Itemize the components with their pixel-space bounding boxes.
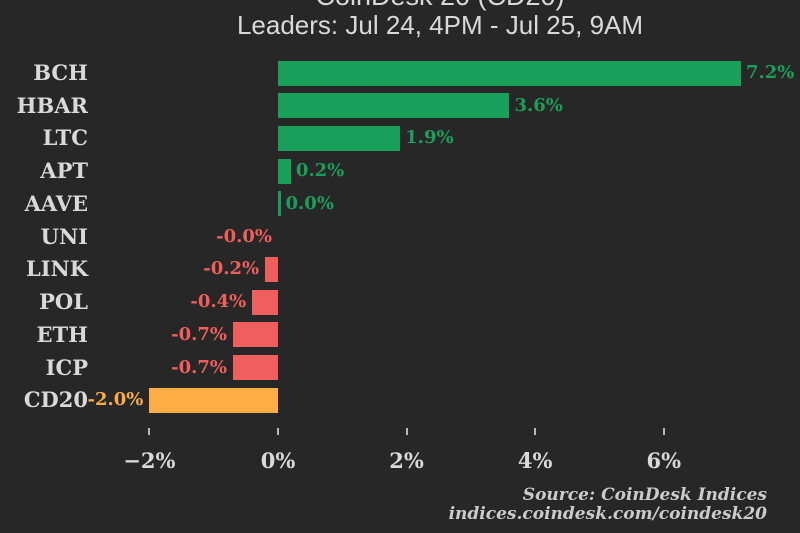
bar-bch	[278, 60, 741, 86]
x-axis-tick-label: 4%	[517, 448, 553, 473]
x-axis-tick-label: 2%	[389, 448, 424, 473]
category-label-aave: AAVE	[24, 190, 88, 216]
category-label-pol: POL	[39, 289, 88, 315]
x-axis-tick-label: 0%	[260, 448, 296, 473]
x-axis-tick	[534, 428, 537, 435]
category-label-uni: UNI	[40, 223, 88, 249]
category-label-cd20: CD20	[23, 387, 88, 413]
value-label-icp: -0.7%	[171, 356, 227, 378]
bar-ltc	[278, 125, 401, 151]
chart-title: CoinDesk 20 (CD20) Leaders: Jul 24, 4PM …	[80, 0, 800, 40]
bar-cd20	[149, 387, 278, 413]
bar-aave	[278, 191, 281, 217]
value-label-aave: 0.0%	[285, 192, 334, 214]
value-label-apt: 0.2%	[295, 160, 345, 182]
x-axis-tick-label: −2%	[123, 448, 176, 473]
source-url: indices.coindesk.com/coindesk20	[448, 504, 767, 524]
value-label-pol: -0.4%	[190, 291, 247, 313]
bar-pol	[252, 289, 278, 315]
x-axis-tick	[148, 428, 151, 435]
x-axis-tick-label: 6%	[646, 448, 682, 473]
x-axis-tick	[405, 428, 408, 435]
source-attribution: Source: CoinDesk Indices indices.coindes…	[449, 486, 767, 524]
category-label-hbar: HBAR	[16, 92, 88, 118]
category-label-link: LINK	[25, 256, 88, 282]
chart-title-line1: CoinDesk 20 (CD20)	[80, 0, 800, 11]
bar-apt	[278, 158, 291, 184]
value-label-bch: 7.2%	[745, 62, 795, 83]
bar-hbar	[278, 93, 510, 119]
bar-icp	[232, 355, 278, 381]
category-label-bch: BCH	[33, 60, 88, 85]
source-line: Source: CoinDesk Indices	[522, 485, 767, 505]
value-label-hbar: 3.6%	[514, 94, 563, 116]
value-label-ltc: 1.9%	[405, 127, 454, 149]
x-axis-tick	[277, 428, 279, 435]
bar-eth	[232, 322, 278, 348]
bar-link	[265, 256, 278, 282]
category-label-icp: ICP	[45, 354, 88, 380]
value-label-uni: -0.0%	[216, 225, 272, 247]
value-label-link: -0.2%	[203, 258, 260, 280]
value-label-eth: -0.7%	[171, 323, 227, 345]
value-label-cd20: -2.0%	[87, 389, 144, 411]
category-label-ltc: LTC	[42, 125, 88, 151]
x-axis-tick	[662, 428, 665, 435]
category-label-apt: APT	[40, 158, 88, 184]
chart-subtitle: Leaders: Jul 24, 4PM - Jul 25, 9AM	[236, 10, 644, 40]
category-label-eth: ETH	[36, 321, 88, 347]
